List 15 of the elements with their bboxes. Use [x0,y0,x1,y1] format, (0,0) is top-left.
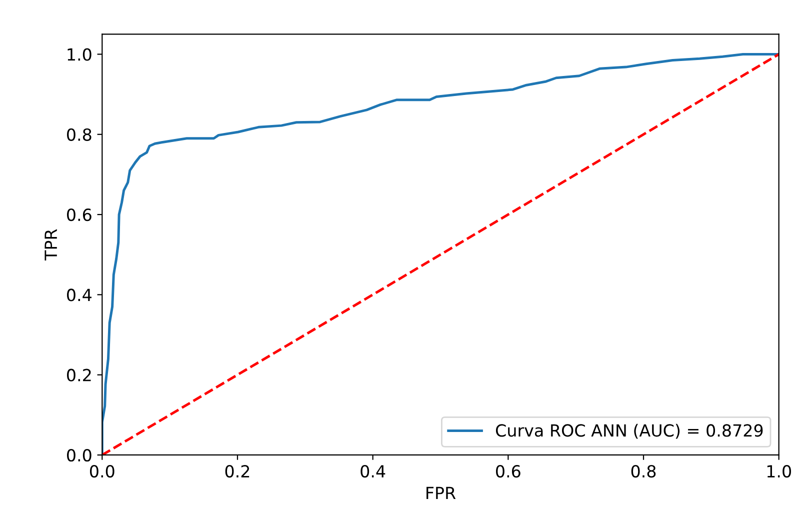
x-tick-label: 0.0 [90,465,114,478]
y-tick-label: 0.2 [67,368,91,382]
y-axis-title: TPR [44,229,57,261]
y-tick-label: 0.6 [67,208,92,222]
y-tick-label: 0.4 [67,288,92,302]
x-tick-label: 0.6 [496,465,520,478]
x-tick-label: 0.2 [225,465,250,478]
y-tick-label: 0.8 [67,128,92,141]
y-tick-label: 1.0 [68,48,92,61]
x-axis-title: FPR [426,486,456,500]
x-tick-label: 0.8 [631,465,656,478]
legend-label: Curva ROC ANN (AUC) = 0.8729 [496,424,763,439]
x-tick-label: 0.4 [360,465,386,478]
y-tick-label: 0.0 [67,448,92,462]
x-tick-label: 1.0 [767,465,791,478]
